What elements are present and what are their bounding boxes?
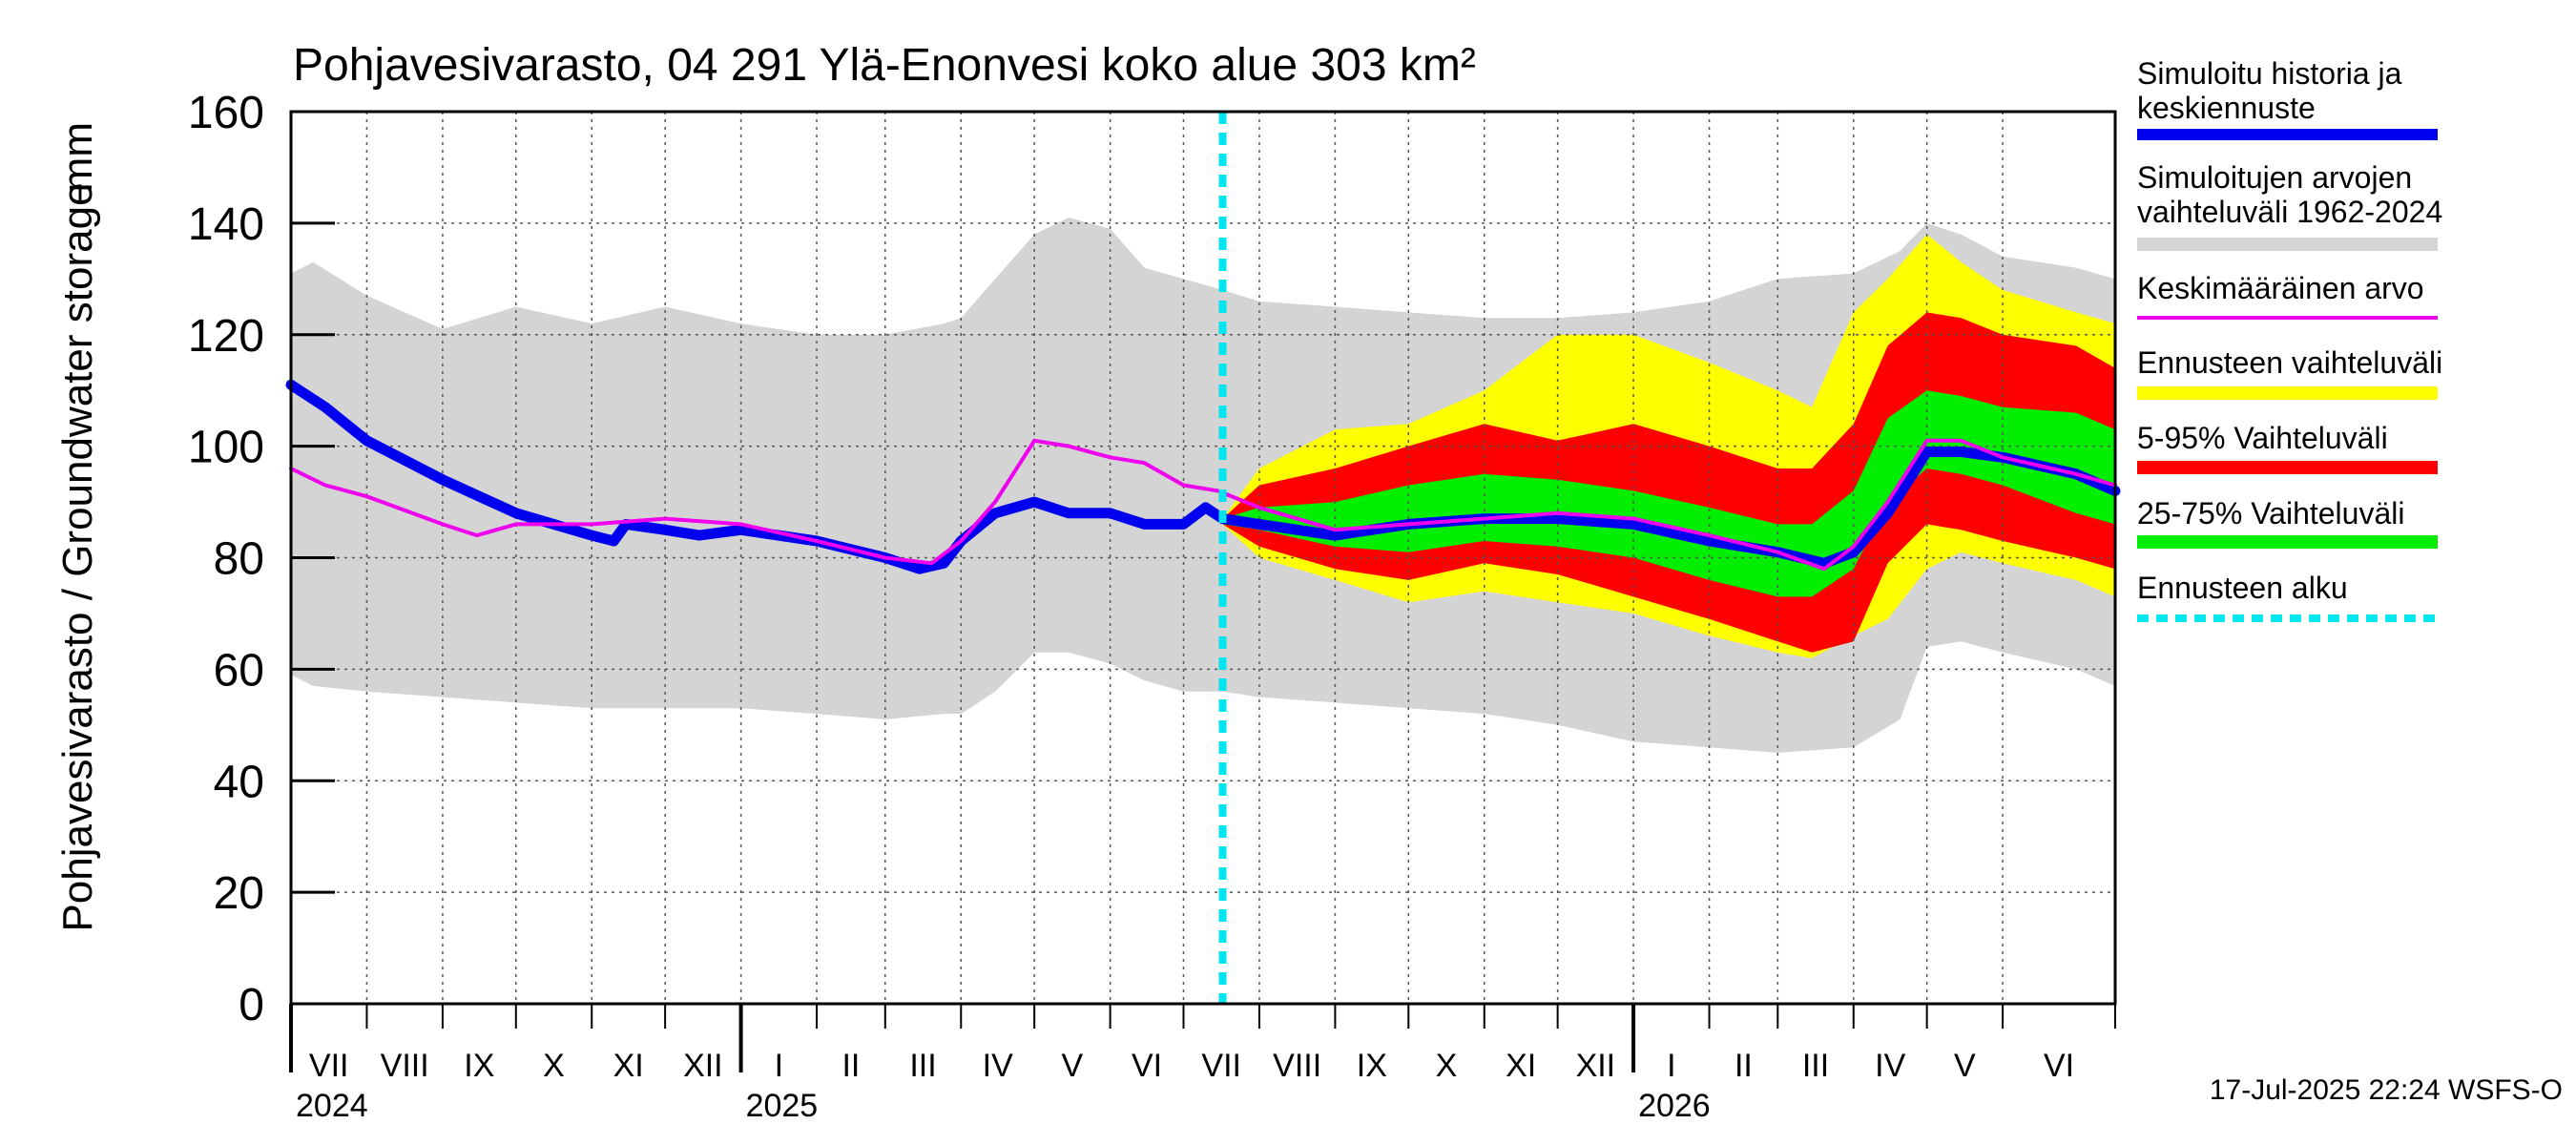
month-label: IX bbox=[1357, 1048, 1387, 1084]
month-label: IV bbox=[983, 1048, 1013, 1084]
month-label: XI bbox=[1506, 1048, 1536, 1084]
y-tick-label: 60 bbox=[214, 645, 264, 696]
month-label: XII bbox=[1576, 1048, 1616, 1084]
year-label: 2026 bbox=[1638, 1088, 1711, 1124]
y-tick-label: 120 bbox=[188, 311, 264, 362]
series-lines bbox=[285, 379, 2121, 574]
month-label: III bbox=[1802, 1048, 1829, 1084]
month-label: VII bbox=[309, 1048, 349, 1084]
year-label: 2024 bbox=[296, 1088, 368, 1124]
month-label: IV bbox=[1875, 1048, 1905, 1084]
mean-line bbox=[289, 438, 2117, 572]
chart-title: Pohjavesivarasto, 04 291 Ylä-Enonvesi ko… bbox=[293, 40, 1476, 91]
month-label: XI bbox=[613, 1048, 644, 1084]
y-axis: 0 20 40 60 80 100 120 140 160 bbox=[188, 88, 335, 1030]
month-label: VIII bbox=[1273, 1048, 1321, 1084]
x-axis: VII VIII IX X XI XII I II III IV V VI VII VIII IX X XI XI… bbox=[289, 1004, 2116, 1124]
legend-label-forecast_start: Ennusteen alku bbox=[2137, 571, 2348, 605]
month-label: III bbox=[909, 1048, 936, 1084]
y-tick-label: 20 bbox=[214, 868, 264, 919]
month-label: V bbox=[1062, 1048, 1084, 1084]
legend-label-history: Simuloitu historia ja bbox=[2137, 56, 2402, 91]
p25-75-band bbox=[1222, 390, 2115, 597]
y-axis-unit: mm bbox=[54, 122, 101, 192]
month-label: IX bbox=[464, 1048, 494, 1084]
footer-timestamp: 17-Jul-2025 22:24 WSFS-O bbox=[2210, 1074, 2563, 1106]
month-label: II bbox=[1735, 1048, 1753, 1084]
y-axis-label: Pohjavesivarasto / Groundwater storage bbox=[54, 182, 101, 931]
p5-95-band bbox=[1222, 312, 2115, 653]
month-label: VI bbox=[2044, 1048, 2074, 1084]
month-label: VI bbox=[1132, 1048, 1162, 1084]
y-tick-label: 140 bbox=[188, 199, 264, 250]
year-label: 2025 bbox=[746, 1088, 819, 1124]
month-label: I bbox=[775, 1048, 783, 1084]
month-label: VIII bbox=[381, 1048, 429, 1084]
y-tick-label: 160 bbox=[188, 88, 264, 138]
month-label: X bbox=[543, 1048, 565, 1084]
y-tick-label: 0 bbox=[239, 980, 264, 1030]
month-label: I bbox=[1667, 1048, 1675, 1084]
month-label: XII bbox=[683, 1048, 723, 1084]
month-label: X bbox=[1436, 1048, 1458, 1084]
legend-label-hist_range: vaihteluväli 1962-2024 bbox=[2137, 195, 2442, 229]
legend-label-hist_range: Simuloitujen arvojen bbox=[2137, 160, 2412, 195]
month-label: II bbox=[841, 1048, 860, 1084]
y-tick-label: 80 bbox=[214, 534, 264, 585]
range-bands bbox=[291, 218, 2115, 753]
legend-label-mean: Keskimääräinen arvo bbox=[2137, 271, 2424, 305]
legend-label-p25_75: 25-75% Vaihteluväli bbox=[2137, 496, 2404, 531]
month-label: VII bbox=[1201, 1048, 1241, 1084]
legend-label-history: keskiennuste bbox=[2137, 91, 2316, 125]
legend-label-p5_95: 5-95% Vaihteluväli bbox=[2137, 421, 2388, 455]
month-label: V bbox=[1954, 1048, 1976, 1084]
y-tick-label: 40 bbox=[214, 757, 264, 807]
legend-label-forecast_range: Ennusteen vaihteluväli bbox=[2137, 345, 2442, 380]
y-tick-label: 100 bbox=[188, 423, 264, 473]
